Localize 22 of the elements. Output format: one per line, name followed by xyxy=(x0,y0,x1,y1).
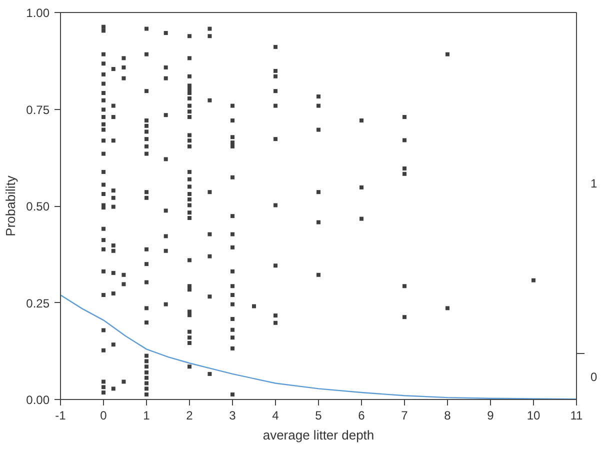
x-tick-label: 6 xyxy=(358,408,366,422)
x-axis-title: average litter depth xyxy=(262,428,374,442)
x-tick-label: 1 xyxy=(143,408,150,422)
y-axis-title: Probability xyxy=(3,175,18,236)
y-tick-label: 0.50 xyxy=(26,200,50,214)
x-tick-label: 4 xyxy=(272,408,280,422)
y-tick-label: 0.00 xyxy=(26,393,50,407)
x-tick-label: 5 xyxy=(315,408,322,422)
x-tick-label: 7 xyxy=(401,408,408,422)
x-tick-label: 10 xyxy=(526,408,540,422)
x-tick-label: 2 xyxy=(186,408,194,422)
x-tick-label: 8 xyxy=(444,408,452,422)
x-tick-label: 11 xyxy=(570,408,584,422)
y-tick-label: 1.00 xyxy=(26,6,50,20)
x-tick-label: -1 xyxy=(55,408,66,422)
y2-tick-label: 1 xyxy=(590,176,598,190)
x-tick-label: 9 xyxy=(487,408,494,422)
x-tick-label: 3 xyxy=(229,408,236,422)
y2-tick-label: 0 xyxy=(590,370,598,384)
x-tick-label: 0 xyxy=(100,408,108,422)
y-tick-label: 0.25 xyxy=(26,296,50,310)
y-tick-label: 0.75 xyxy=(26,102,50,117)
